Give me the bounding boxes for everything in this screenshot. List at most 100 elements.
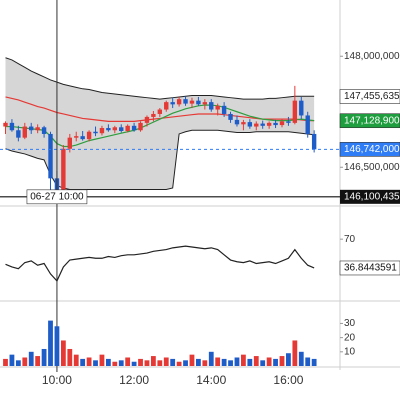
candle-body [16,130,21,138]
candle-body [164,102,169,110]
candle-body [125,125,130,131]
volume-bar [247,358,253,366]
volume-bar [105,358,111,366]
candle-body [311,133,317,150]
candle-body [151,113,156,117]
crosshair-price-label: 146,100,435 [344,191,400,202]
candle-body [74,136,79,138]
band-fill [5,57,315,190]
candle-body [144,116,150,123]
volume-bar [125,357,131,366]
candle-body [35,127,40,131]
volume-bar [118,360,124,366]
candle-body [48,133,53,179]
x-tick-label: 14:00 [196,373,226,387]
volume-bar [99,354,105,366]
volume-bar [22,357,28,366]
y-tick-label: 70 [344,234,356,245]
volume-bar [54,326,60,366]
candle-body [22,126,27,138]
candle-body [86,131,92,140]
candle-body [119,127,124,131]
volume-bar [35,356,41,366]
candle-body [202,102,208,105]
volume-bar [234,357,240,366]
candle-body [209,102,214,110]
price-label-box [339,113,400,129]
y-tick-label: 30 [344,318,356,329]
candle-body [279,121,285,126]
volume-bar [286,353,291,366]
volume-bar [150,356,156,366]
candle-body [80,136,85,140]
price-label: 147,455,635 [344,91,400,102]
volume-bar [241,354,246,366]
x-tick-label: 16:00 [273,373,303,387]
candle-body [292,100,298,123]
volume-bar [196,358,201,366]
volume-bar [253,356,259,366]
candle-body [254,123,259,127]
crosshair-price-box [340,189,400,204]
volume-bar [176,361,182,366]
volume-bar [189,354,195,366]
price-label-box [339,142,400,157]
volume-bar [215,357,221,366]
volume-bar [170,358,176,366]
candle-body [247,122,253,127]
price-label: 146,742,000 [344,144,400,155]
x-tick-label: 12:00 [119,373,149,387]
candle-body [183,99,188,104]
candle-body [9,122,15,131]
candle-body [234,119,240,125]
candle-body [266,122,272,126]
candle-body [157,109,163,114]
volume-bar [60,340,66,366]
volume-bar [67,348,73,366]
candle-body [273,122,278,126]
volume-bar [221,358,227,366]
volume-bar [208,351,214,366]
candle-body [41,127,47,134]
volume-bar [292,340,298,366]
candle-body [299,100,304,116]
indicator-value-label: 36.8443591 [344,263,397,274]
candle-body [131,125,137,131]
volume-bar [3,358,8,366]
x-tick-label: 10:00 [42,373,72,387]
volume-bar [157,360,163,366]
volume-bar [228,360,233,366]
volume-bar [112,361,118,366]
volume-bar [73,354,79,366]
candle-body [170,102,175,105]
y-tick-label: 146,500,000 [344,162,400,173]
candle-body [241,122,246,125]
volume-bar [298,351,304,366]
candle-body [99,128,105,134]
y-tick-label: 20 [344,332,356,343]
volume-bar [163,357,169,366]
volume-bar [41,348,47,366]
volume-bar [266,357,272,366]
candle-body [67,137,72,149]
candle-body [260,123,265,126]
candle-body [221,105,227,114]
volume-bar [144,360,150,366]
price-label: 147,128,900 [344,115,400,126]
volume-bar [80,358,86,366]
candle-body [3,122,8,127]
candle-body [93,131,98,134]
volume-bar [202,360,208,366]
volume-bar [28,351,34,366]
volume-bar [311,358,317,366]
crosshair-time-label: 06-27 10:00 [30,191,84,202]
volume-bar [260,360,266,366]
volume-bar [279,356,285,366]
candle-body [112,127,118,131]
candle-body [215,105,220,110]
volume-bar [86,357,92,366]
crosshair-time-box [26,189,88,205]
volume-bar [138,358,143,366]
volume-bar [305,357,311,366]
